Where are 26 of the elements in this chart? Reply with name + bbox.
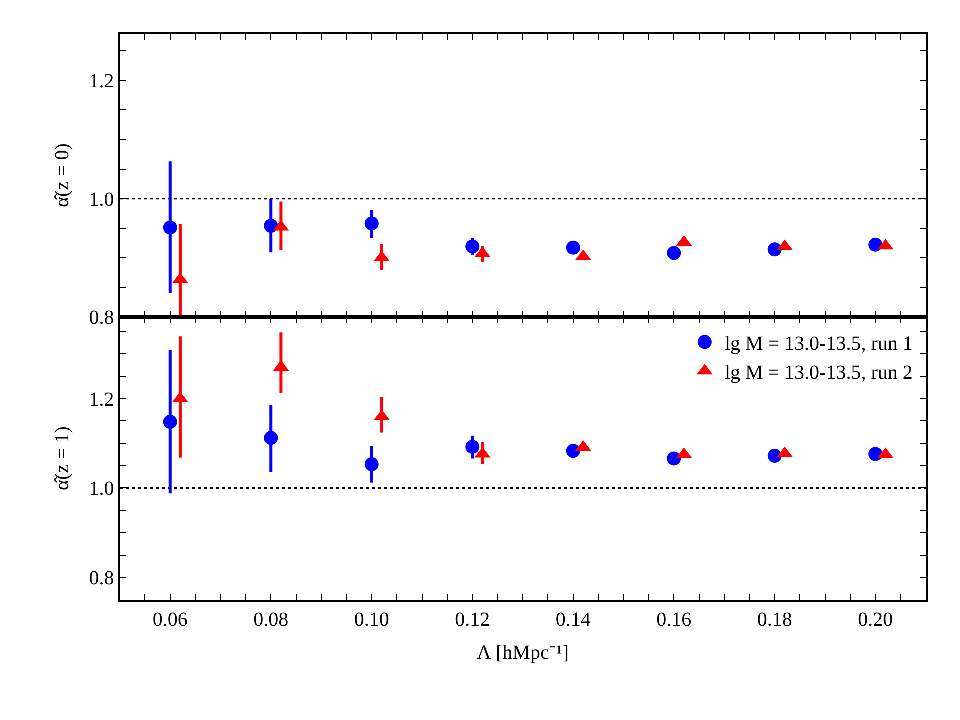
point	[163, 415, 178, 430]
x-axis-title: Λ [hMpc⁻¹]	[477, 642, 569, 664]
x-tick-label: 0.16	[656, 608, 692, 631]
y-tick-label: 1.2	[89, 70, 114, 93]
y-tick-label: 0.8	[89, 307, 114, 329]
legend-label: lg M = 13.0-13.5, run 1	[724, 332, 913, 355]
x-tick-label: 0.12	[455, 608, 490, 631]
y-tick-label: 1.0	[89, 478, 114, 500]
point	[868, 447, 883, 462]
point	[466, 440, 480, 454]
x-tick-label: 0.10	[354, 608, 390, 631]
legend-label: lg M = 13.0-13.5, run 2	[724, 362, 913, 384]
x-tick-label: 0.14	[556, 608, 591, 631]
x-tick-label: 0.08	[254, 608, 289, 631]
point	[264, 431, 278, 446]
y-tick-label: 1.0	[89, 188, 114, 211]
y-axis-title: α̂(z = 1)	[51, 426, 74, 490]
x-tick-label: 0.20	[858, 608, 894, 631]
point	[364, 458, 379, 472]
point	[566, 444, 580, 458]
x-tick-label: 0.06	[152, 608, 188, 631]
y-tick-label: 1.2	[89, 388, 114, 411]
y-axis-title: α̂(z = 0)	[51, 144, 74, 208]
x-tick-label: 0.18	[757, 608, 792, 631]
point	[667, 452, 682, 466]
y-tick-label: 0.8	[89, 568, 114, 590]
